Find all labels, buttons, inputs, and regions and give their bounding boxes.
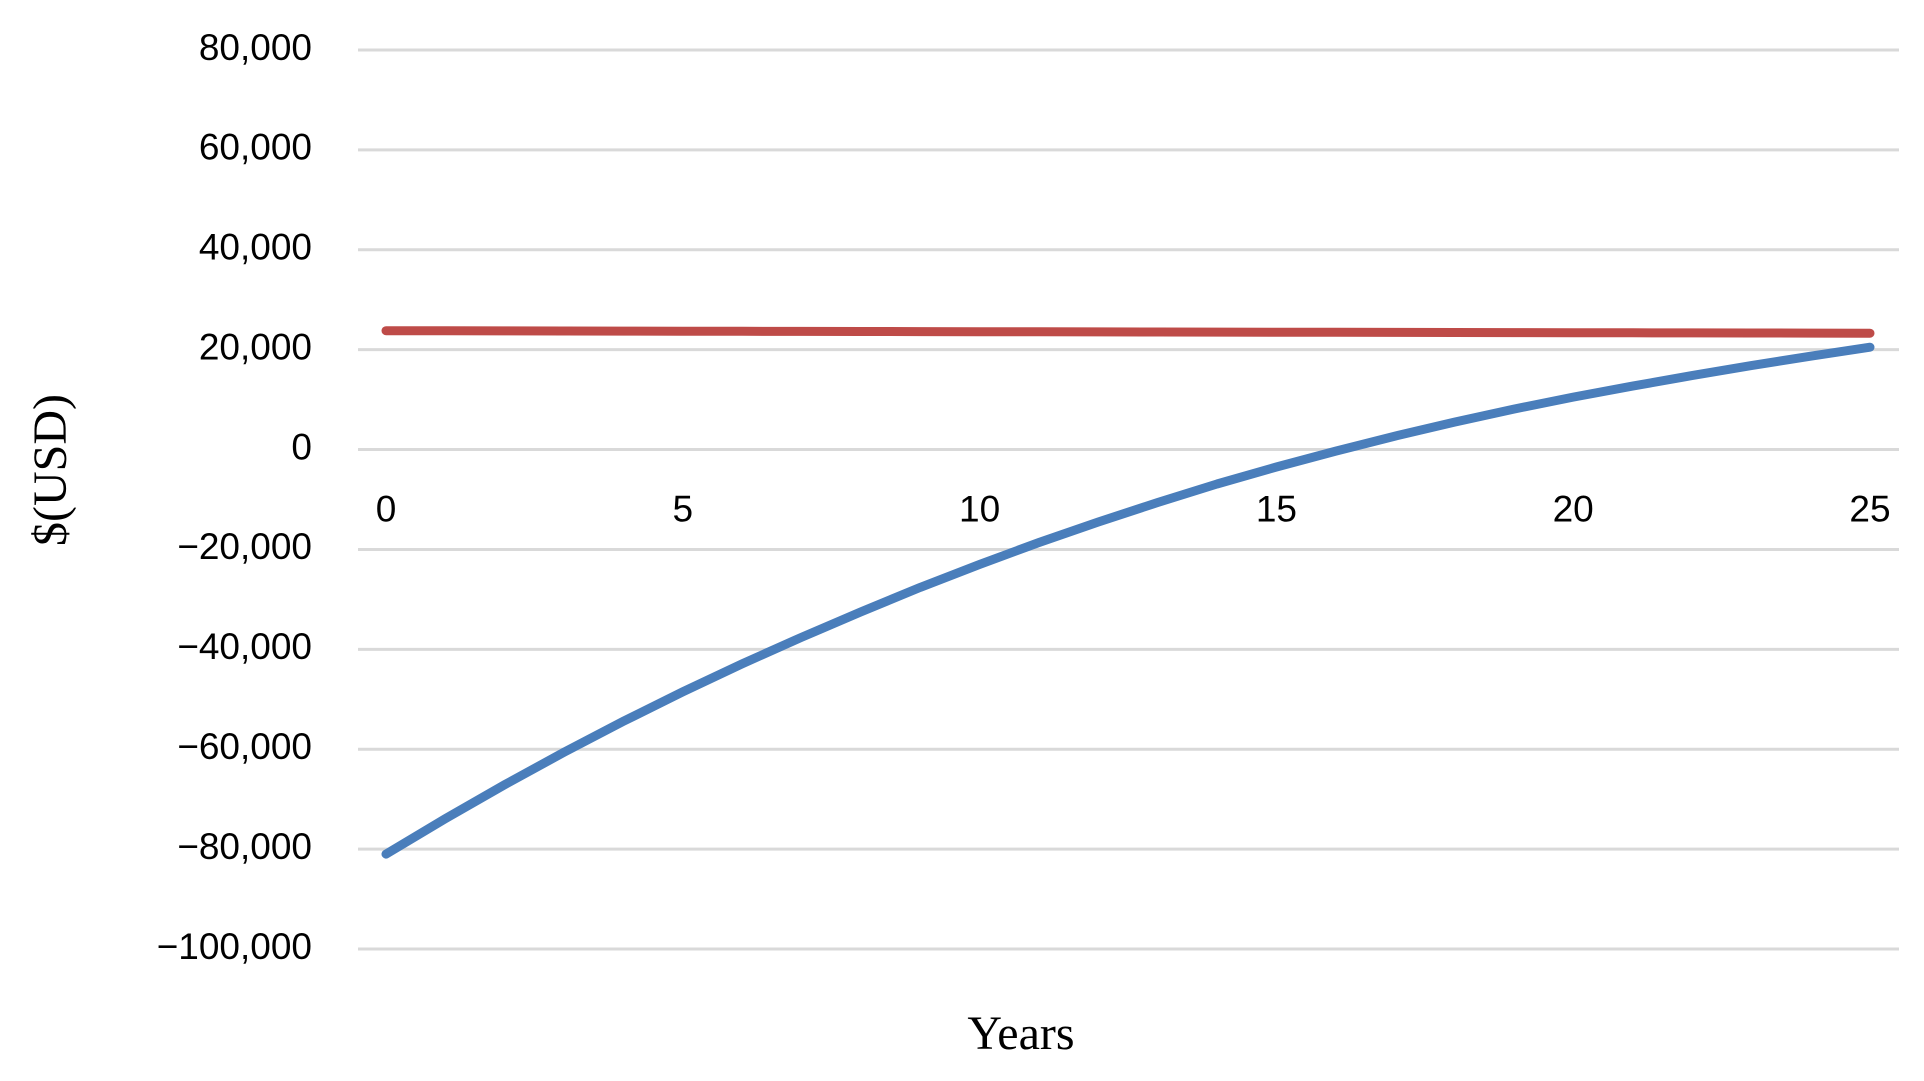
y-tick-label: −40,000 [177,626,312,667]
y-tick-label: 40,000 [199,227,312,268]
y-tick-label: 0 [291,426,312,467]
x-axis-label: Years [967,1007,1074,1060]
y-tick-label: −60,000 [177,726,312,767]
x-tick-label: 25 [1849,488,1890,529]
x-tick-label: 10 [959,488,1000,529]
x-tick-label: 20 [1553,488,1594,529]
y-tick-label: 60,000 [199,127,312,168]
y-axis-label: $(USD) [24,394,77,546]
y-tick-label: −100,000 [157,926,312,967]
x-tick-label: 5 [673,488,694,529]
y-tick-label: −80,000 [177,826,312,867]
x-tick-label: 0 [376,488,397,529]
y-tick-label: 20,000 [199,326,312,367]
series-line [381,326,1875,338]
series-line [381,342,1875,859]
y-tick-label: 80,000 [199,27,312,68]
y-tick-label: −20,000 [177,526,312,567]
x-tick-label: 15 [1256,488,1297,529]
